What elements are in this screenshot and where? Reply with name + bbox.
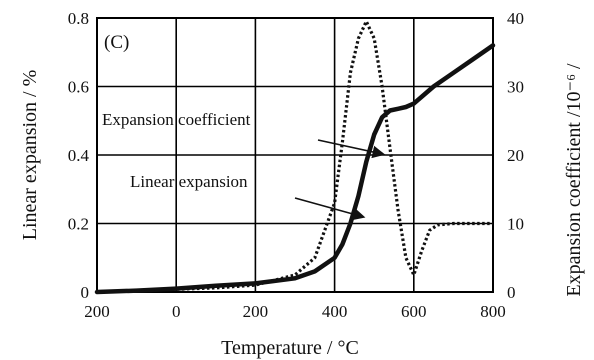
- x-tick-label: 200: [243, 302, 269, 321]
- series-layer: [94, 19, 496, 295]
- grid: [97, 18, 493, 292]
- series-expansion-coefficient-line: [96, 19, 493, 294]
- x-tick-label: 0: [172, 302, 181, 321]
- series-linear-expansion-line: [94, 43, 496, 295]
- panel-label: (C): [104, 32, 129, 53]
- plot-frame: [96, 17, 494, 293]
- y-right-tick-label: 0: [507, 283, 516, 302]
- y-left-tick-label: 0.4: [68, 146, 90, 165]
- annotation-expansion-coefficient: Expansion coefficient: [102, 110, 251, 129]
- x-tick-label: 200: [84, 302, 110, 321]
- y-left-tick-label: 0.8: [68, 9, 89, 28]
- y-right-tick-label: 30: [507, 78, 524, 97]
- y-right-tick-label: 40: [507, 9, 524, 28]
- y-axis-left-label: Linear expansion / %: [19, 70, 41, 241]
- annotation-linear-expansion: Linear expansion: [130, 172, 248, 191]
- y-right-tick-label: 10: [507, 215, 524, 234]
- y-left-tick-label: 0.2: [68, 215, 89, 234]
- annotation-arrows: [294, 139, 386, 221]
- x-tick-label: 400: [322, 302, 348, 321]
- y-left-tick-label: 0: [81, 283, 90, 302]
- x-tick-label: 800: [480, 302, 506, 321]
- x-axis-label: Temperature / °C: [221, 337, 359, 359]
- y-axis-right-label: Expansion coefficient /10⁻⁶ /: [563, 63, 585, 297]
- y-right-tick-label: 20: [507, 146, 524, 165]
- y-left-tick-label: 0.6: [68, 78, 89, 97]
- arrow-linear-expansion: [294, 197, 366, 221]
- arrow-expansion-coefficient: [317, 139, 386, 159]
- x-tick-label: 600: [401, 302, 427, 321]
